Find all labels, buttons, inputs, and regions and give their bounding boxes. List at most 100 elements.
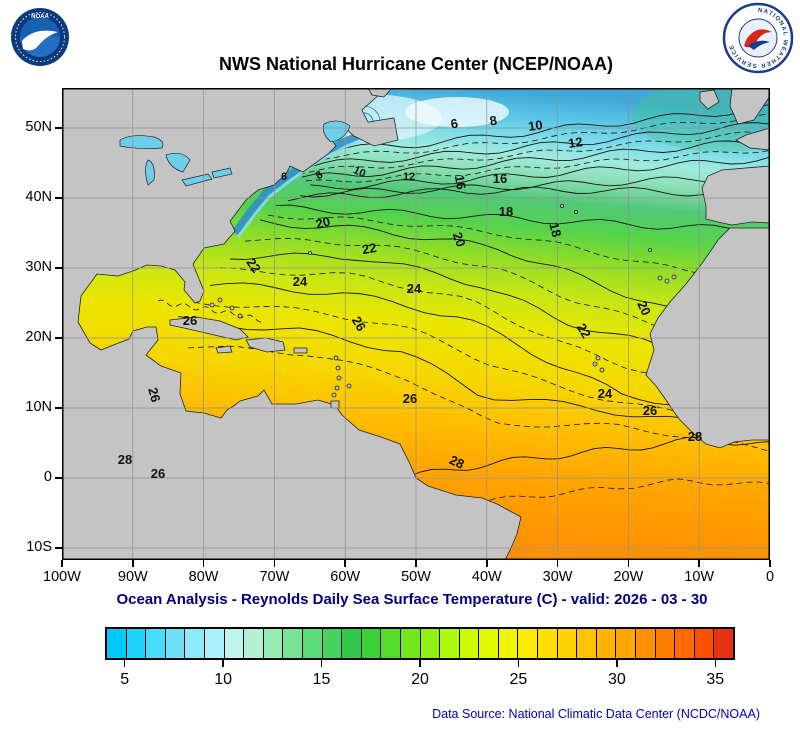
isotherm-label: 18 [499,204,513,219]
isotherm-dashed [193,301,771,422]
y-axis-tick [55,127,62,129]
isotherm-16 [287,186,771,202]
isotherm-label: 20 [634,298,654,317]
colorbar-cell [654,629,675,658]
colorbar-tick [123,660,126,667]
noaa-logo-gull-icon [22,30,58,51]
island-dot [336,375,342,381]
y-axis-label: 30N [25,259,52,275]
isotherm-label: 26 [403,391,417,406]
colorbar-cell [380,629,400,658]
y-axis-tick [55,407,62,409]
noaa-logo-label: NOAA [31,14,49,20]
lake-erie [181,173,213,187]
x-axis-tick [556,560,559,567]
colorbar-cell [282,629,302,658]
cold-pool [405,97,509,127]
colorbar-tick-label: 35 [706,671,725,688]
x-axis-label: 40W [471,569,502,585]
isotherm-label: 22 [574,321,594,341]
isotherm-label: 28 [688,429,702,444]
colorbar [105,627,735,660]
colorbar-cell [399,629,420,658]
lake-ontario [211,167,233,179]
x-axis-tick [61,560,63,567]
isotherm-10 [301,140,771,178]
isotherm-label: 24 [293,274,308,289]
land-cuba [169,316,249,341]
land-puerto-rico [293,347,308,354]
isotherm-dashed [371,478,771,519]
isotherm-label: 26 [183,313,197,328]
isotherm-12 [309,156,771,190]
isotherm-dashed [293,113,771,161]
isotherm-label: 6 [281,171,287,183]
colorbar-cell [107,629,126,658]
colorbar-cell [419,629,440,658]
lake-huron [165,153,191,173]
map-frame [62,88,770,560]
colorbar-cell [243,629,263,658]
colorbar-tick-label: 15 [312,671,331,688]
isotherm-label: 18 [546,221,564,239]
island-madeira [648,247,653,252]
y-axis-tick [55,477,62,479]
island-dot [229,305,235,311]
colorbar-cell [360,629,381,658]
isotherm-label: 22 [361,240,378,257]
nws-logo-bird-icon [744,29,772,48]
x-axis-tick [486,560,488,567]
island-dot [209,302,215,308]
isotherm-label: 6 [449,116,459,132]
lake-superior [119,135,164,150]
gulf-st-lawrence [322,120,351,143]
colorbar-tick [616,660,618,667]
colorbar-tick-label: 20 [411,671,429,688]
x-axis-tick [769,560,771,567]
isotherm-label: 26 [349,314,369,334]
x-axis-label: 100W [43,569,81,585]
isotherm-labels: 6 8 10 12 6 8 10 12 16 16 18 18 20 20 20 22 22 22 24 24 24 26… [118,113,702,481]
y-axis-label: 10S [26,539,52,555]
nws-logo-icon: NATIONAL WEATHER SERVICE [722,2,794,74]
map-subtitle: Ocean Analysis - Reynolds Daily Sea Surf… [116,591,708,608]
island-cape-verde [595,355,601,361]
x-axis-label: 70W [259,569,290,585]
x-axis-tick [415,560,417,567]
isotherm-label: 12 [567,134,583,151]
isotherm-dashed [305,150,771,183]
colorbar-cell [478,629,498,658]
colorbar-tick-label: 10 [214,671,233,688]
colorbar-cell [223,629,244,658]
isotherm-label: 10 [527,117,543,134]
colorbar-tick [714,660,717,667]
colorbar-tick [222,660,224,667]
land-americas [61,87,522,561]
colorbar-cell [262,629,283,658]
isotherm-label: 28 [118,452,132,467]
isotherm-dashed [187,345,771,452]
noaa-logo-ring-text [15,12,65,62]
colorbar-cell [517,629,538,658]
lat-lon-grid [62,88,770,560]
y-axis-label: 50N [25,119,52,135]
colorbar-cell [713,629,733,658]
island-dot [346,383,352,389]
colorbar-cell [184,629,204,658]
x-axis-label: 30W [542,569,573,585]
y-axis-tick [55,267,62,269]
colorbar-cell [145,629,165,658]
isotherm-18 [275,204,771,235]
isotherm-label: 20 [450,230,469,249]
isotherm-label: 26 [151,466,165,481]
colorbar-cell [458,629,479,658]
colorbar-cell [439,629,459,658]
colorbar-cell [301,629,322,658]
isotherm-label: 24 [598,386,613,401]
island-dot [335,365,341,371]
x-axis-tick [202,560,205,567]
island-canaries [657,275,663,281]
x-axis-label: 80W [188,569,219,585]
y-axis-tick [55,197,62,199]
